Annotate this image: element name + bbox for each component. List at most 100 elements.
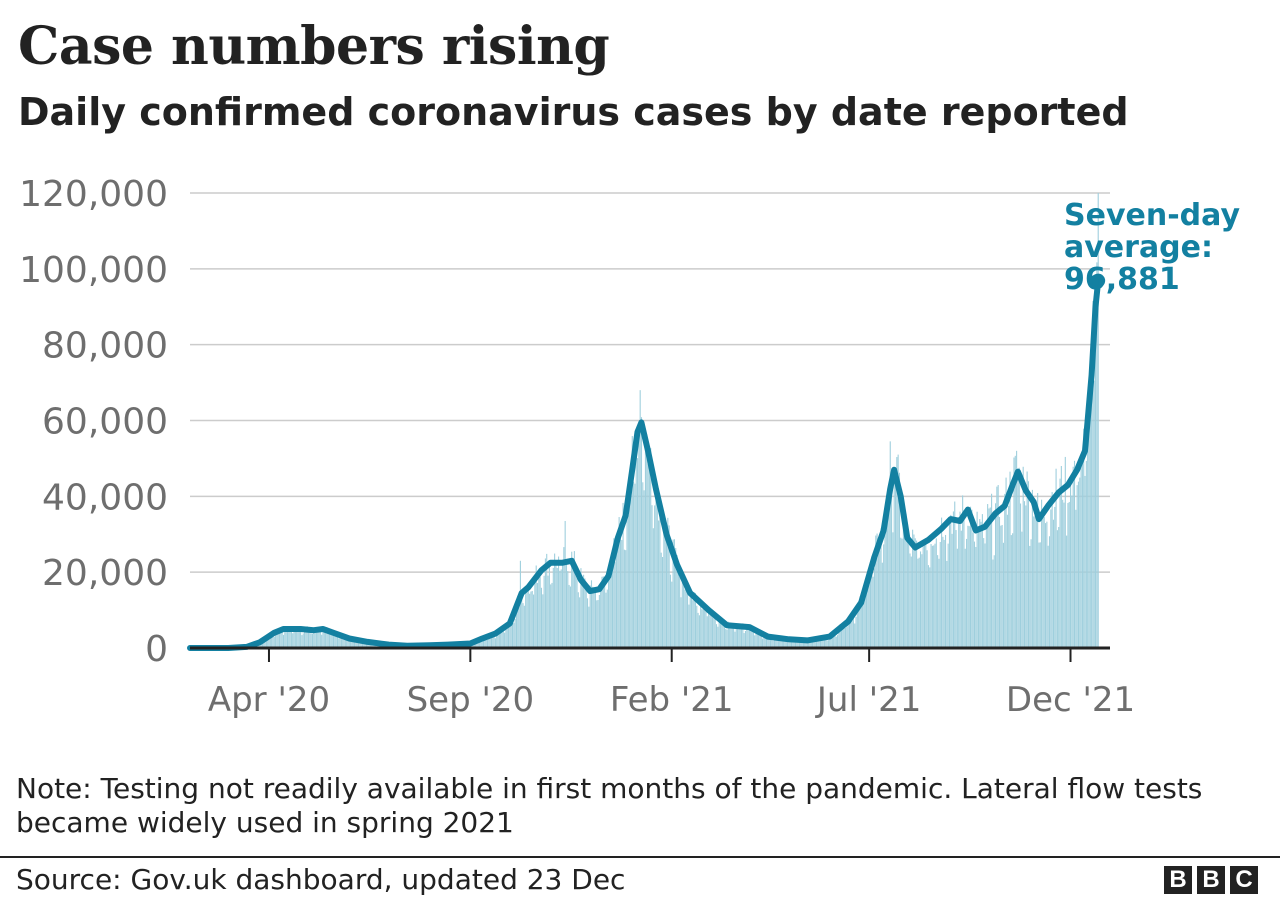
daily-case-bar [477, 640, 479, 648]
daily-case-bar [872, 576, 874, 648]
daily-case-bar [648, 446, 650, 648]
daily-case-bar [273, 636, 275, 648]
daily-case-bar [902, 499, 904, 648]
daily-case-bar [966, 538, 968, 648]
daily-case-bar [864, 597, 866, 648]
daily-case-bar [779, 639, 781, 648]
daily-case-bar [988, 508, 990, 648]
daily-case-bar [1089, 362, 1091, 648]
daily-case-bar [972, 532, 974, 648]
daily-case-bar [613, 538, 615, 648]
y-tick-label: 100,000 [19, 250, 168, 291]
daily-case-bar [922, 541, 924, 648]
daily-case-bar [356, 641, 358, 648]
daily-case-bar [1021, 531, 1023, 648]
daily-case-bar [681, 578, 683, 648]
x-tick-label: Jul '21 [815, 680, 921, 720]
daily-case-bar [1087, 399, 1089, 648]
daily-case-bar [837, 635, 839, 648]
daily-case-bar [521, 597, 523, 648]
daily-case-bar [611, 560, 614, 648]
daily-case-bar [625, 550, 627, 648]
daily-case-bar [983, 538, 985, 648]
daily-case-bar [1077, 481, 1080, 648]
daily-case-bar [619, 529, 621, 648]
daily-case-bar [571, 551, 573, 648]
daily-case-bar [688, 604, 690, 648]
daily-case-bar [884, 525, 886, 648]
daily-case-bar [821, 636, 823, 648]
source-credit: Source: Gov.uk dashboard, updated 23 Dec [16, 863, 626, 896]
daily-case-bar [768, 636, 770, 648]
daily-case-bar [793, 639, 795, 648]
daily-case-bar [737, 627, 739, 648]
daily-case-bar [1060, 465, 1062, 648]
daily-case-bar [858, 602, 860, 648]
daily-case-bar [271, 631, 273, 648]
daily-case-bar [790, 640, 793, 648]
daily-case-bar [742, 623, 744, 648]
daily-case-bar [680, 597, 682, 648]
daily-case-bar [576, 573, 578, 648]
daily-case-bar [326, 627, 328, 648]
daily-case-bar [592, 586, 594, 648]
daily-case-bar [327, 627, 329, 648]
daily-case-bar [306, 626, 308, 648]
bbc-logo-block: B [1164, 866, 1192, 894]
daily-case-bar [365, 643, 367, 648]
daily-case-bar [584, 578, 586, 648]
daily-case-bar [497, 631, 499, 648]
daily-case-bar [689, 597, 691, 648]
daily-case-bar [762, 638, 764, 648]
daily-case-bar [673, 539, 675, 648]
daily-case-bar [914, 538, 916, 648]
daily-case-bar [593, 591, 595, 648]
daily-case-bar [304, 627, 306, 648]
daily-case-bar [833, 632, 835, 648]
daily-case-bar [763, 637, 765, 648]
daily-case-bar [875, 535, 877, 648]
daily-case-bar [829, 638, 831, 648]
daily-case-bar [1004, 493, 1006, 648]
daily-case-bar [1058, 526, 1060, 648]
daily-case-bar [492, 634, 494, 648]
daily-case-bar [917, 558, 919, 648]
daily-case-bar [586, 598, 589, 648]
daily-case-bar [1067, 503, 1069, 648]
daily-case-bar [735, 628, 737, 648]
daily-case-bar [340, 634, 342, 648]
daily-case-bar [1017, 468, 1019, 648]
daily-case-bar [834, 634, 836, 648]
daily-case-bar [802, 639, 804, 648]
daily-case-bar [956, 548, 958, 648]
daily-case-bar [1025, 505, 1027, 648]
daily-case-bar [769, 636, 772, 648]
daily-case-bar [335, 634, 337, 648]
daily-case-bar [998, 517, 1001, 648]
daily-case-bar [1054, 506, 1056, 648]
daily-case-bar [854, 623, 856, 648]
daily-case-bar [272, 633, 274, 648]
daily-case-bar [1034, 511, 1036, 648]
daily-case-bar [1084, 475, 1086, 648]
daily-case-bar [1063, 502, 1065, 648]
daily-case-bar [1092, 300, 1094, 648]
daily-case-bar [714, 618, 716, 648]
daily-case-bar [1016, 450, 1018, 648]
daily-case-bar [987, 504, 989, 648]
daily-case-bar [294, 627, 296, 648]
daily-case-bar [346, 638, 348, 648]
daily-case-bar [646, 434, 648, 648]
daily-case-bar [604, 579, 606, 648]
daily-case-bar [510, 620, 512, 648]
daily-case-bar [726, 629, 728, 648]
annotation-text-line: Seven-day [1064, 198, 1240, 233]
daily-case-bar [506, 626, 508, 648]
daily-case-bar [486, 639, 489, 648]
daily-case-bar [698, 615, 700, 648]
daily-case-bar [825, 635, 827, 648]
daily-case-bar [867, 586, 869, 648]
daily-case-bar [352, 637, 354, 648]
daily-case-bar [1042, 516, 1044, 648]
daily-case-bar [933, 545, 935, 648]
